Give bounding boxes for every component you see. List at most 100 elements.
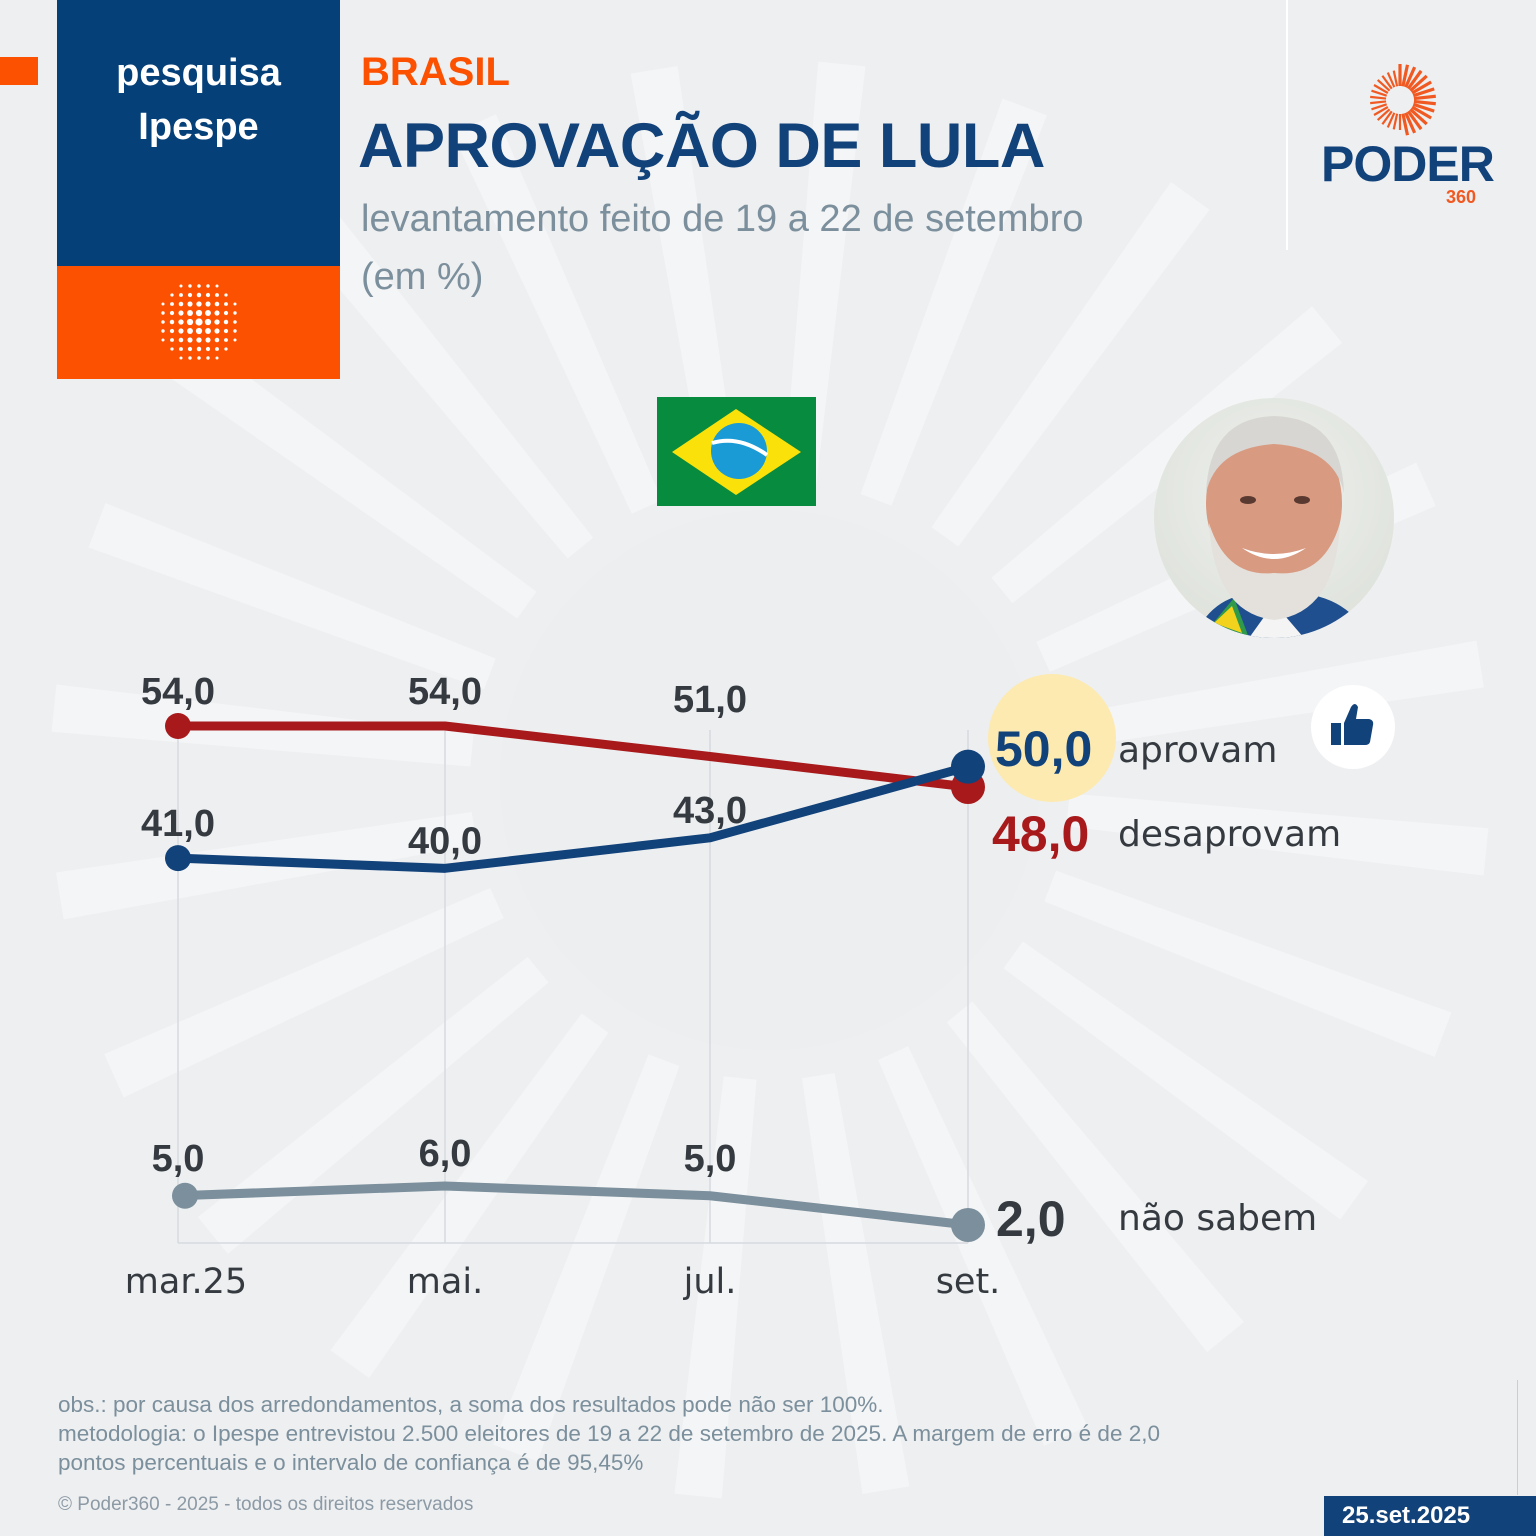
- sunburst-ray: [1376, 108, 1391, 121]
- brazil-flag: [657, 397, 816, 506]
- globe-dot: [188, 284, 192, 288]
- background-ray: [630, 65, 739, 488]
- source-label: pesquisa Ipespe: [57, 0, 340, 266]
- globe-dots-icon: [161, 284, 237, 360]
- data-label-dont_know: 6,0: [419, 1133, 472, 1175]
- globe-dot: [187, 310, 193, 316]
- data-point-dont_know: [172, 1182, 198, 1209]
- globe-dot: [197, 284, 201, 288]
- sunburst-ray: [1413, 94, 1436, 101]
- series-line-disapprove: [178, 721, 969, 792]
- legend-label-approve: aprovam: [1118, 730, 1277, 771]
- methodology-line2: pontos percentuais e o intervalo de conf…: [58, 1450, 644, 1475]
- sunburst-ray: [1386, 72, 1396, 88]
- globe-dot: [223, 328, 229, 334]
- globe-dot: [196, 301, 202, 307]
- sunburst-ray: [1412, 87, 1435, 98]
- sunburst-ray: [1392, 70, 1399, 87]
- background-ray: [330, 1013, 609, 1379]
- source-label-line1: pesquisa: [116, 52, 281, 94]
- globe-dot: [178, 337, 184, 343]
- globe-dot: [178, 301, 184, 307]
- globe-dot: [224, 302, 228, 306]
- region-label: BRASIL: [361, 50, 510, 94]
- globe-dot: [233, 338, 237, 342]
- sunburst-ray: [1409, 74, 1428, 92]
- end-value-approve: 50,0: [995, 721, 1092, 777]
- sunburst-ray: [1371, 103, 1388, 111]
- flag-band: [711, 438, 769, 457]
- legend-label-dont_know: não sabem: [1118, 1198, 1317, 1239]
- globe-dot: [161, 329, 165, 333]
- logo-divider: [1286, 0, 1288, 250]
- highlight-circle: [988, 674, 1116, 802]
- series-line-approve: [177, 762, 970, 873]
- globe-dot: [214, 310, 220, 316]
- subtitle-line2: (em %): [361, 256, 484, 298]
- source-label-line2: Ipespe: [138, 106, 259, 148]
- thumbs-up-badge: [1311, 685, 1395, 769]
- sunburst-ray: [1411, 105, 1432, 120]
- globe-dot: [215, 293, 219, 297]
- globe-dot: [205, 292, 211, 298]
- background-ray: [801, 1072, 910, 1495]
- data-point-approve: [165, 845, 191, 872]
- legend-label-disapprove: desaprovam: [1118, 814, 1341, 855]
- globe-dot: [206, 284, 210, 288]
- globe-dot: [169, 328, 175, 334]
- sunburst-ray: [1381, 75, 1393, 90]
- globe-dot: [170, 302, 174, 306]
- globe-dot: [223, 310, 229, 316]
- background-ray: [1066, 793, 1489, 876]
- globe-dot: [205, 301, 211, 307]
- subtitle-line1: levantamento feito de 19 a 22 de setembr…: [361, 198, 1084, 240]
- x-tick-label: jul.: [683, 1262, 737, 1302]
- background-ray: [783, 61, 866, 484]
- background-ray: [878, 1046, 1088, 1446]
- background-ray: [1044, 870, 1452, 1057]
- globe-dot: [195, 309, 203, 317]
- globe-dot: [169, 319, 175, 325]
- thumbs-up-icon: [1331, 704, 1374, 745]
- data-point-dont_know: [951, 1208, 985, 1242]
- sunburst-ray: [1381, 110, 1393, 125]
- publisher-logo[interactable]: PODER 360: [1310, 60, 1510, 220]
- x-tick-label: mai.: [407, 1262, 483, 1302]
- globe-dot: [186, 318, 194, 326]
- copyright: © Poder360 - 2025 - todos os direitos re…: [58, 1494, 474, 1515]
- lula-portrait: [1154, 398, 1394, 638]
- data-label-disapprove: 54,0: [141, 671, 215, 713]
- globe-dot: [196, 292, 202, 298]
- sunburst-ray: [1404, 112, 1417, 134]
- data-label-approve: 40,0: [408, 820, 482, 862]
- background-ray: [197, 956, 549, 1254]
- end-value-disapprove: 48,0: [992, 806, 1089, 862]
- globe-dot: [161, 338, 165, 342]
- data-point-disapprove: [165, 713, 191, 739]
- date-badge: 25.set.2025: [1324, 1496, 1536, 1536]
- globe-dot: [223, 319, 229, 325]
- sunburst-ray: [1370, 100, 1387, 105]
- data-label-disapprove: 54,0: [408, 671, 482, 713]
- globe-dot: [161, 302, 165, 306]
- globe-dot: [196, 346, 202, 352]
- background-ray: [946, 1001, 1244, 1353]
- sunburst-ray: [1370, 95, 1387, 100]
- background-ray: [991, 306, 1343, 604]
- globe-dot: [187, 337, 193, 343]
- globe-dot: [187, 346, 193, 352]
- globe-dot: [187, 328, 193, 334]
- globe-dot: [179, 347, 183, 351]
- sunburst-ray: [1411, 80, 1432, 95]
- sunburst-icon: [1370, 64, 1436, 136]
- globe-dot: [187, 292, 193, 298]
- globe-dot: [214, 319, 220, 325]
- methodology-line1: metodologia: o Ipespe entrevistou 2.500 …: [58, 1421, 1160, 1446]
- globe-dot: [161, 320, 165, 324]
- data-point-approve: [951, 749, 985, 784]
- sunburst-ray: [1404, 66, 1417, 88]
- obs-note: obs.: por causa dos arredondamentos, a s…: [58, 1392, 884, 1417]
- sunburst-ray: [1371, 89, 1388, 97]
- sunburst-ray: [1386, 112, 1396, 128]
- globe-dot: [206, 356, 210, 360]
